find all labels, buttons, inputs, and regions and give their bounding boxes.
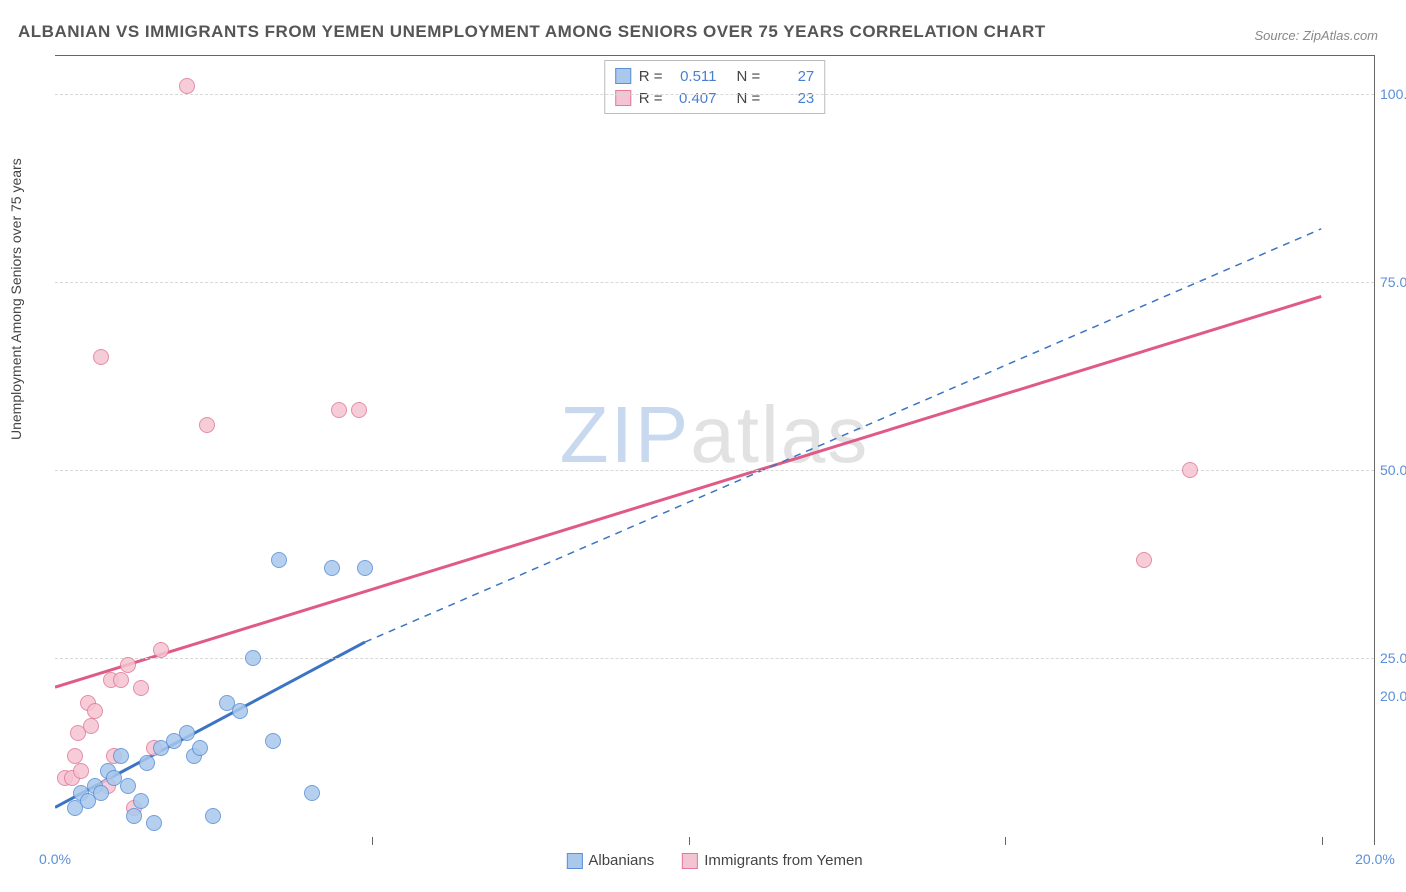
data-point-albanians [324,560,340,576]
y-tick-label: 75.0% [1380,274,1406,290]
x-tick-mark [372,837,373,845]
data-point-yemen [1136,552,1152,568]
y-axis-label: Unemployment Among Seniors over 75 years [8,158,24,440]
data-point-yemen [133,680,149,696]
data-point-albanians [271,552,287,568]
legend-label: Albanians [588,852,654,869]
r-value: 0.511 [669,68,717,85]
x-tick-mark [689,837,690,845]
data-point-albanians [146,815,162,831]
chart-title: ALBANIAN VS IMMIGRANTS FROM YEMEN UNEMPL… [18,22,1046,42]
x-tick-mark [1005,837,1006,845]
data-point-yemen [93,349,109,365]
data-point-albanians [126,808,142,824]
data-point-albanians [265,733,281,749]
data-point-albanians [139,755,155,771]
data-point-albanians [179,725,195,741]
data-point-yemen [153,642,169,658]
data-point-albanians [133,793,149,809]
legend-swatch [615,68,631,84]
data-point-albanians [232,703,248,719]
data-point-albanians [120,778,136,794]
data-point-yemen [179,78,195,94]
gridline [55,282,1374,283]
x-tick-label: 20.0% [1355,851,1395,867]
x-tick-label: 0.0% [39,851,71,867]
data-point-albanians [357,560,373,576]
y-tick-label: 100.0% [1380,86,1406,102]
source-attribution: Source: ZipAtlas.com [1254,28,1378,43]
legend-swatch [566,853,582,869]
legend-swatch [682,853,698,869]
data-point-yemen [199,417,215,433]
legend-row: R = 0.407 N = 23 [615,87,815,109]
y-tick-label: 25.0% [1380,650,1406,666]
legend-item: Albanians [566,852,654,869]
x-tick-mark [1322,837,1323,845]
data-point-yemen [351,402,367,418]
data-point-yemen [120,657,136,673]
n-label: N = [737,90,761,107]
data-point-albanians [304,785,320,801]
plot-area: ZIPatlas R =0.511N =27R =0.407N =23 Alba… [55,55,1375,845]
y-tick-label: 50.0% [1380,462,1406,478]
data-point-yemen [1182,462,1198,478]
series-legend: Albanians Immigrants from Yemen [566,852,862,869]
y-tick-label: 20.0% [1380,688,1406,704]
data-point-albanians [192,740,208,756]
gridline [55,94,1374,95]
data-point-albanians [245,650,261,666]
data-point-albanians [93,785,109,801]
data-point-yemen [83,718,99,734]
r-label: R = [639,90,663,107]
n-value: 27 [766,68,814,85]
correlation-legend: R = 0.511 N = 27 R = 0.407 N = 23 [604,60,826,114]
r-label: R = [639,68,663,85]
data-point-albanians [205,808,221,824]
trend-lines [55,56,1374,845]
legend-item: Immigrants from Yemen [682,852,862,869]
legend-label: Immigrants from Yemen [704,852,862,869]
legend-row: R = 0.511 N = 27 [615,65,815,87]
data-point-albanians [113,748,129,764]
r-value: 0.407 [669,90,717,107]
legend-swatch [615,90,631,106]
watermark: ZIPatlas [560,389,869,481]
data-point-yemen [73,763,89,779]
n-label: N = [737,68,761,85]
data-point-yemen [331,402,347,418]
data-point-yemen [87,703,103,719]
data-point-yemen [67,748,83,764]
data-point-yemen [113,672,129,688]
n-value: 23 [766,90,814,107]
gridline [55,470,1374,471]
